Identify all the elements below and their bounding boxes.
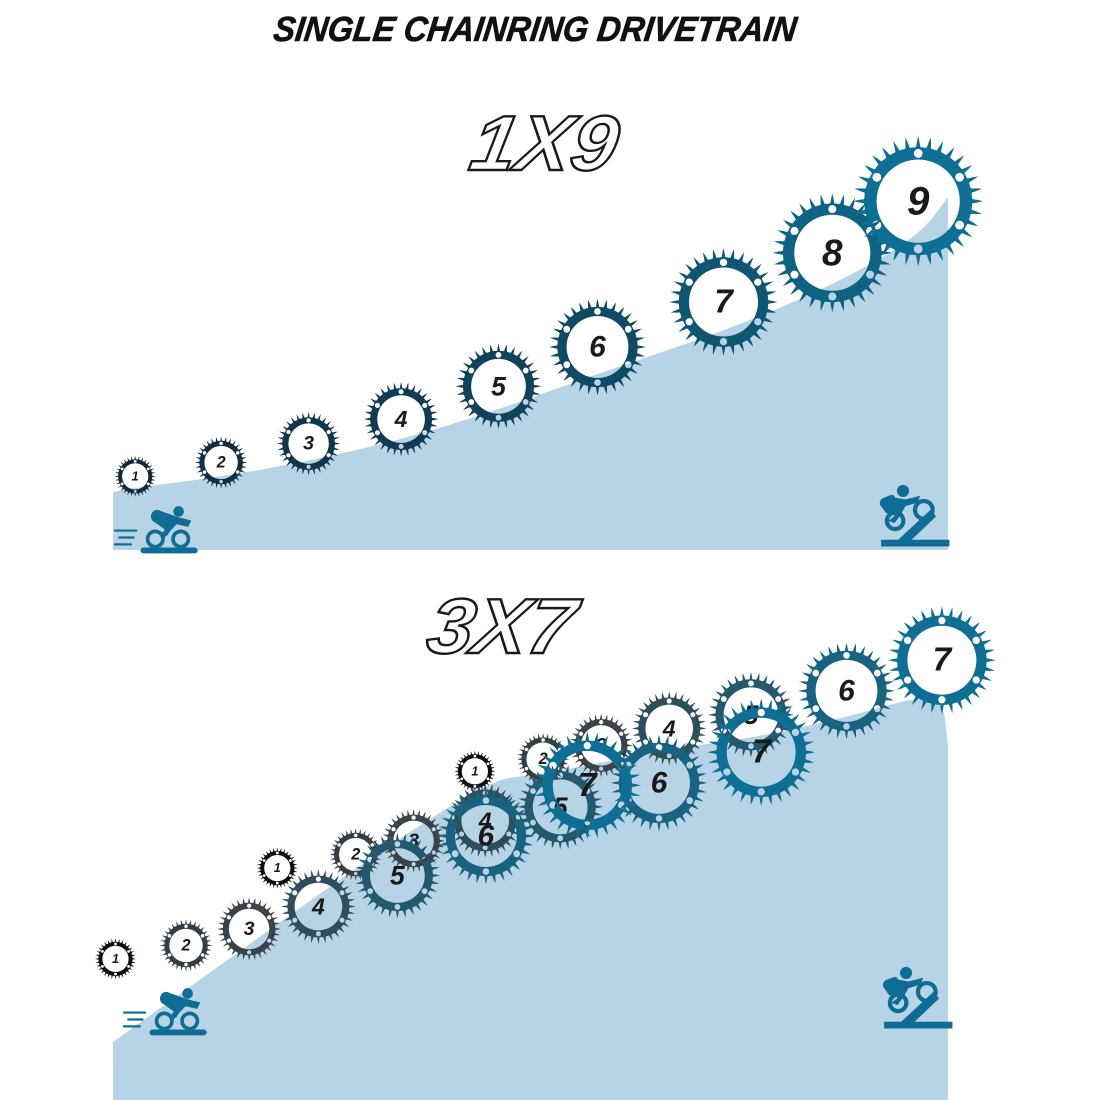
svg-text:6: 6 bbox=[478, 820, 495, 853]
svg-text:3: 3 bbox=[244, 918, 255, 940]
svg-text:6: 6 bbox=[838, 674, 855, 707]
svg-text:6: 6 bbox=[651, 766, 668, 799]
svg-text:2: 2 bbox=[350, 846, 360, 864]
svg-text:4: 4 bbox=[394, 406, 408, 432]
svg-text:9: 9 bbox=[907, 179, 930, 224]
svg-text:1: 1 bbox=[274, 861, 281, 875]
svg-text:5: 5 bbox=[390, 861, 406, 891]
svg-text:7: 7 bbox=[933, 642, 953, 679]
svg-text:1: 1 bbox=[471, 764, 478, 778]
svg-text:3: 3 bbox=[303, 433, 314, 455]
svg-text:8: 8 bbox=[822, 232, 843, 273]
svg-text:1: 1 bbox=[112, 952, 119, 966]
svg-text:1: 1 bbox=[132, 469, 139, 483]
svg-text:7: 7 bbox=[714, 284, 734, 321]
svg-text:6: 6 bbox=[589, 331, 606, 364]
svg-text:2: 2 bbox=[180, 936, 190, 954]
svg-text:2: 2 bbox=[216, 454, 226, 472]
svg-text:7: 7 bbox=[752, 734, 772, 771]
svg-text:7: 7 bbox=[578, 767, 598, 804]
svg-text:4: 4 bbox=[311, 894, 325, 920]
svg-text:4: 4 bbox=[662, 715, 676, 741]
svg-text:5: 5 bbox=[491, 371, 507, 401]
